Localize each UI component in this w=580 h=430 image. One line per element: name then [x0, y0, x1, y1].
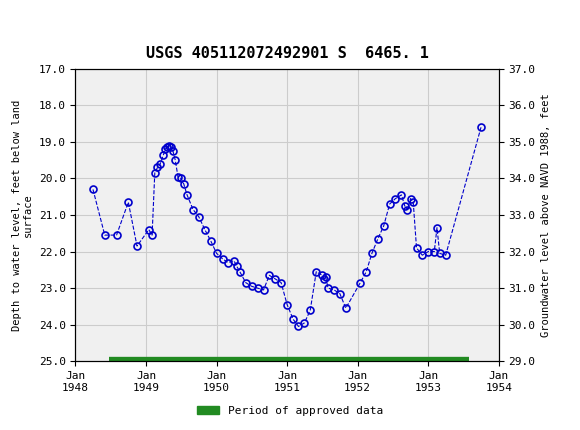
Text: █USGS: █USGS — [17, 6, 76, 28]
Y-axis label: Groundwater level above NAVD 1988, feet: Groundwater level above NAVD 1988, feet — [541, 93, 551, 337]
Y-axis label: Depth to water level, feet below land
surface: Depth to water level, feet below land su… — [12, 99, 33, 331]
Title: USGS 405112072492901 S  6465. 1: USGS 405112072492901 S 6465. 1 — [146, 46, 429, 61]
Legend: Period of approved data: Period of approved data — [193, 401, 387, 420]
